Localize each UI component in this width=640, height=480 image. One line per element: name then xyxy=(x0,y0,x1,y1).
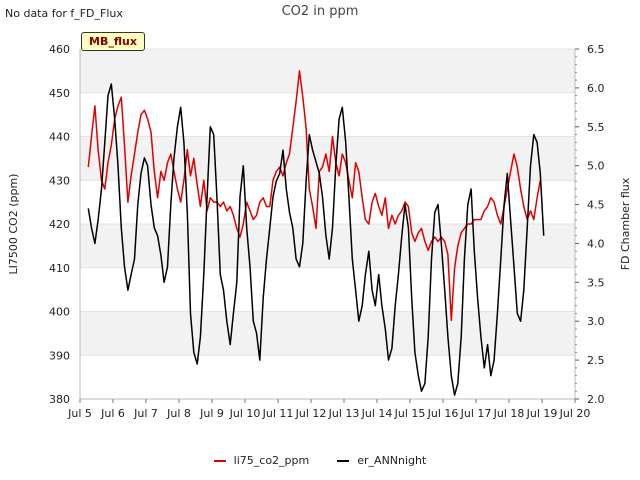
y-right-tick-label: 4.5 xyxy=(587,199,605,212)
x-tick-label: Jul 18 xyxy=(493,407,525,420)
x-tick-label: Jul 7 xyxy=(133,407,158,420)
legend-swatch-er-annnight xyxy=(337,459,350,462)
legend: li75_co2_ppm er_ANNnight xyxy=(0,454,640,467)
y-right-tick-label: 6.0 xyxy=(587,82,605,95)
y-right-tick-label: 3.5 xyxy=(587,276,605,289)
y-left-tick-label: 430 xyxy=(49,174,70,187)
legend-label-er-annnight: er_ANNnight xyxy=(357,454,427,467)
y-left-tick-label: 390 xyxy=(49,349,70,362)
y-left-tick-label: 440 xyxy=(49,131,70,144)
x-tick-label: Jul 8 xyxy=(166,407,191,420)
x-tick-label: Jul 9 xyxy=(199,407,224,420)
mb-flux-badge: MB_flux xyxy=(81,32,145,51)
x-tick-label: Jul 12 xyxy=(295,407,327,420)
y-right-tick-label: 3.0 xyxy=(587,315,605,328)
y-left-tick-label: 450 xyxy=(49,87,70,100)
x-tick-label: Jul 6 xyxy=(100,407,125,420)
y-right-tick-label: 2.5 xyxy=(587,354,605,367)
chart-title: CO2 in ppm xyxy=(281,4,359,19)
x-tick-label: Jul 16 xyxy=(427,407,459,420)
grid-band xyxy=(80,311,575,356)
legend-item-li75: li75_co2_ppm xyxy=(213,454,310,467)
grid-band xyxy=(80,49,575,93)
x-tick-label: Jul 11 xyxy=(262,407,294,420)
x-tick-label: Jul 20 xyxy=(559,407,591,420)
y-right-tick-label: 6.5 xyxy=(587,43,605,56)
series-line-er-annnight xyxy=(87,83,545,396)
no-data-message: No data for f_FD_Flux xyxy=(5,7,123,20)
y-left-axis-label: LI7500 CO2 (ppm) xyxy=(7,174,20,275)
x-tick-label: Jul 5 xyxy=(67,407,92,420)
x-tick-label: Jul 10 xyxy=(229,407,261,420)
x-tick-label: Jul 14 xyxy=(361,407,393,420)
x-tick-label: Jul 13 xyxy=(328,407,360,420)
legend-label-li75: li75_co2_ppm xyxy=(233,454,310,467)
x-tick-label: Jul 19 xyxy=(526,407,558,420)
y-right-tick-label: 5.5 xyxy=(587,121,605,134)
y-right-axis-label: FD Chamber flux xyxy=(619,177,632,270)
legend-swatch-li75 xyxy=(213,459,226,462)
legend-item-er-annnight: er_ANNnight xyxy=(337,454,426,467)
y-left-tick-label: 400 xyxy=(49,306,70,319)
y-left-tick-label: 460 xyxy=(49,43,70,56)
x-tick-label: Jul 17 xyxy=(460,407,492,420)
y-left-tick-label: 420 xyxy=(49,218,70,231)
y-right-tick-label: 2.0 xyxy=(587,393,605,406)
y-left-tick-label: 380 xyxy=(49,393,70,406)
x-tick-label: Jul 15 xyxy=(394,407,426,420)
grid-band xyxy=(80,136,575,181)
y-right-tick-label: 5.0 xyxy=(587,160,605,173)
y-left-tick-label: 410 xyxy=(49,262,70,275)
y-right-tick-label: 4.0 xyxy=(587,237,605,250)
series-line-li75-co2-ppm xyxy=(87,70,542,322)
